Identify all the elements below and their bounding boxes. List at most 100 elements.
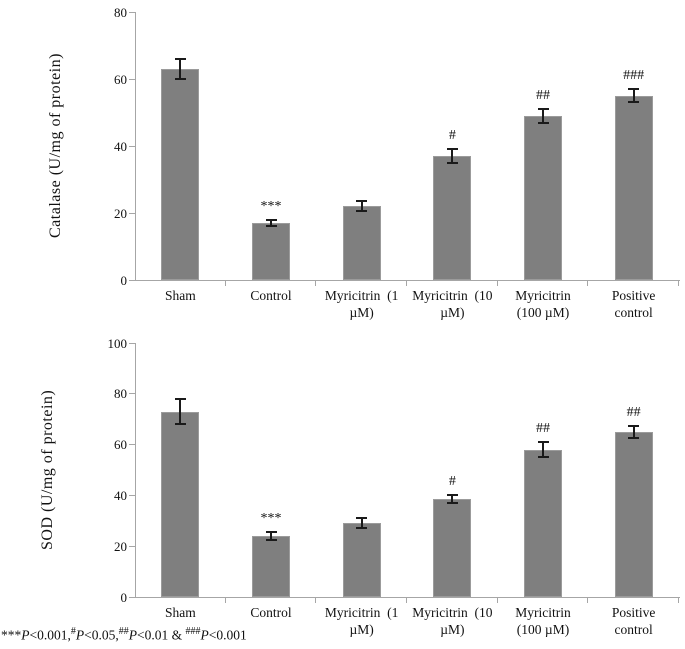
x-tick-mark bbox=[496, 281, 498, 286]
footnote-segment: <0.05, bbox=[84, 627, 119, 643]
y-tick-label: 0 bbox=[120, 272, 128, 288]
x-category-label-line: Sham bbox=[164, 605, 196, 620]
error-bar-cap-bottom bbox=[174, 78, 186, 80]
bar-myricitrin-1um bbox=[342, 206, 381, 280]
x-tick-mark bbox=[496, 598, 498, 603]
x-category-label-line: Control bbox=[250, 288, 292, 303]
error-bar-myricitrin-10um bbox=[451, 149, 454, 163]
significance-label-positive-control: ### bbox=[623, 68, 645, 84]
error-bar-cap-bottom bbox=[537, 121, 549, 124]
footnote: ***P<0.001,#P<0.05,##P<0.01 & ###P<0.001 bbox=[1, 626, 247, 644]
error-bar-positive-control bbox=[632, 89, 635, 103]
error-bar-cap-bottom bbox=[537, 456, 549, 459]
error-bar-myricitrin-1um bbox=[360, 201, 363, 212]
error-bar-cap-top bbox=[446, 494, 458, 497]
footnote-segment: P bbox=[128, 627, 137, 643]
error-bar-sham bbox=[179, 398, 182, 425]
x-tick-mark bbox=[224, 281, 226, 286]
y-tick-mark bbox=[129, 444, 135, 446]
x-category-label-line: (100 µM) bbox=[516, 305, 570, 320]
y-tick-mark bbox=[129, 212, 135, 214]
significance-label-myricitrin-100um: ## bbox=[536, 88, 550, 104]
error-bar-positive-control bbox=[632, 425, 635, 439]
significance-label-control: *** bbox=[260, 198, 282, 214]
bar-myricitrin-100um bbox=[524, 115, 562, 280]
y-tick-mark bbox=[129, 145, 135, 147]
significance-label-control: *** bbox=[260, 511, 282, 527]
x-category-label-line: control bbox=[614, 305, 653, 320]
y-tick-label: 80 bbox=[114, 4, 127, 20]
footnote-segment: P bbox=[75, 627, 85, 643]
error-bar-cap-top bbox=[446, 148, 458, 151]
x-category-label-myricitrin-1um: Myricitrin (1 µM) bbox=[300, 287, 424, 321]
y-tick-mark bbox=[129, 11, 135, 13]
x-category-label-control: Control bbox=[209, 287, 333, 304]
sod-plot-area bbox=[135, 343, 680, 598]
bar-sham bbox=[161, 411, 200, 597]
error-bar-cap-top bbox=[356, 200, 368, 203]
x-category-label-sham: Sham bbox=[118, 287, 242, 304]
error-bar-cap-bottom bbox=[446, 502, 458, 505]
y-tick-mark bbox=[129, 596, 135, 598]
bar-control bbox=[252, 223, 290, 280]
x-category-label-line: µM) bbox=[440, 305, 465, 320]
error-bar-myricitrin-1um bbox=[360, 518, 363, 529]
footnote-segment: <0.01 & bbox=[137, 627, 186, 643]
error-bar-sham bbox=[179, 58, 182, 79]
y-tick-label: 40 bbox=[114, 138, 127, 154]
x-tick-mark bbox=[678, 598, 679, 603]
bar-sham bbox=[161, 68, 200, 280]
x-category-label-line: Sham bbox=[164, 288, 196, 303]
error-bar-cap-top bbox=[537, 441, 549, 444]
x-category-label-myricitrin-100um: Myricitrin (100 µM) bbox=[481, 604, 605, 638]
error-bar-myricitrin-100um bbox=[542, 109, 544, 123]
footnote-segment: ## bbox=[118, 626, 129, 637]
x-category-label-line: µM) bbox=[440, 622, 465, 637]
x-category-label-line: Positive bbox=[611, 288, 656, 303]
error-bar-cap-bottom bbox=[265, 538, 277, 541]
error-bar-cap-bottom bbox=[265, 225, 277, 228]
x-category-label-line: Myricitrin bbox=[515, 605, 571, 620]
footnote-segment: P bbox=[200, 627, 209, 643]
error-bar-cap-top bbox=[174, 57, 186, 60]
x-tick-mark bbox=[678, 281, 679, 286]
x-category-label-line: control bbox=[614, 622, 653, 637]
bar-control bbox=[252, 536, 290, 597]
footnote-segment: # bbox=[70, 626, 76, 637]
bar-myricitrin-1um bbox=[342, 523, 381, 597]
bar-myricitrin-100um bbox=[524, 449, 562, 597]
x-category-label-myricitrin-10um: Myricitrin (10 µM) bbox=[390, 287, 514, 321]
footnote-segment: <0.001, bbox=[29, 627, 71, 643]
error-bar-cap-bottom bbox=[628, 101, 640, 104]
x-category-label-control: Control bbox=[209, 604, 333, 621]
x-category-label-line: (100 µM) bbox=[516, 622, 570, 637]
y-tick-label: 100 bbox=[107, 335, 128, 351]
error-bar-myricitrin-10um bbox=[451, 495, 454, 503]
error-bar-cap-top bbox=[628, 424, 640, 427]
bar-myricitrin-10um bbox=[433, 156, 472, 280]
x-category-label-line: Positive bbox=[611, 605, 656, 620]
x-category-label-positive-control: Positive control bbox=[572, 604, 685, 638]
y-tick-label: 60 bbox=[114, 437, 127, 453]
footnote-segment: ### bbox=[185, 626, 201, 637]
y-tick-mark bbox=[129, 545, 135, 547]
error-bar-myricitrin-100um bbox=[542, 442, 544, 458]
y-tick-label: 40 bbox=[114, 487, 127, 503]
x-tick-mark bbox=[315, 598, 317, 603]
error-bar-cap-top bbox=[174, 397, 186, 400]
error-bar-cap-bottom bbox=[356, 527, 368, 530]
error-bar-cap-top bbox=[628, 88, 640, 91]
x-category-label-line: µM) bbox=[349, 622, 374, 637]
y-tick-label: 20 bbox=[114, 538, 127, 554]
x-tick-mark bbox=[587, 281, 589, 286]
x-category-label-positive-control: Positive control bbox=[572, 287, 685, 321]
y-tick-label: 0 bbox=[120, 589, 128, 605]
error-bar-cap-bottom bbox=[446, 161, 458, 164]
catalase-plot-area bbox=[135, 12, 680, 281]
error-bar-cap-bottom bbox=[174, 423, 186, 426]
x-category-label-line: Myricitrin (10 bbox=[412, 288, 493, 303]
y-tick-mark bbox=[129, 279, 135, 281]
x-category-label-line: Control bbox=[250, 605, 292, 620]
error-bar-cap-top bbox=[537, 108, 549, 111]
